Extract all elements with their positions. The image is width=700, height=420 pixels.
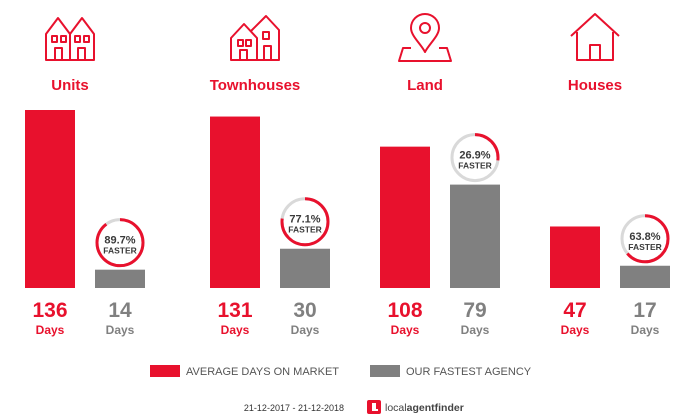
faster-label: FASTER [628, 242, 662, 252]
bar-fastest-agency [450, 184, 500, 288]
units-icon [45, 17, 95, 61]
faster-percent: 89.7% [104, 235, 135, 247]
bar-fastest-agency [280, 248, 330, 288]
category-label: Townhouses [210, 77, 301, 94]
bar-average-days [25, 110, 75, 288]
value-average-days: 108 [387, 299, 422, 322]
faster-label: FASTER [288, 225, 322, 235]
date-range: 21-12-2017 - 21-12-2018 [244, 403, 344, 413]
faster-badge: 77.1%FASTER [280, 197, 330, 247]
faster-ring-progress [95, 218, 145, 268]
faster-percent: 77.1% [289, 214, 320, 226]
footer: 21-12-2017 - 21-12-2018 localagentfinder [244, 400, 464, 414]
value-average-days: 136 [32, 299, 67, 322]
brand-logo-icon [367, 400, 381, 414]
faster-label: FASTER [458, 161, 492, 171]
unit-label-average: Days [221, 323, 250, 337]
faster-badge: 89.7%FASTER [95, 218, 145, 268]
legend-swatch-average [150, 365, 180, 377]
unit-label-fastest: Days [631, 323, 660, 337]
legend: AVERAGE DAYS ON MARKET OUR FASTEST AGENC… [150, 365, 532, 378]
house-icon [570, 13, 620, 61]
value-fastest-agency: 30 [293, 299, 316, 322]
unit-label-average: Days [391, 323, 420, 337]
value-fastest-agency: 14 [108, 299, 132, 322]
plot-area: 136Days14Days89.7%FASTER131Days30Days77.… [25, 110, 670, 337]
value-average-days: 131 [217, 299, 252, 322]
value-average-days: 47 [563, 299, 586, 322]
unit-label-average: Days [36, 323, 65, 337]
unit-label-average: Days [561, 323, 590, 337]
brand-name: localagentfinder [385, 402, 464, 414]
category-label: Land [407, 77, 443, 94]
bar-average-days [210, 116, 260, 288]
bar-fastest-agency [620, 265, 670, 288]
faster-percent: 26.9% [459, 150, 490, 162]
bar-fastest-agency [95, 269, 145, 288]
land-pin-icon [398, 13, 452, 62]
faster-label: FASTER [103, 246, 137, 256]
faster-ring-progress [450, 133, 500, 183]
faster-percent: 63.8% [629, 231, 660, 243]
category-label: Houses [568, 77, 622, 94]
unit-label-fastest: Days [291, 323, 320, 337]
townhouses-icon [230, 15, 280, 61]
faster-badge: 26.9%FASTER [450, 133, 500, 183]
unit-label-fastest: Days [461, 323, 490, 337]
value-fastest-agency: 79 [463, 299, 486, 322]
faster-badge: 63.8%FASTER [620, 214, 670, 264]
category-label: Units [51, 77, 89, 94]
value-fastest-agency: 17 [633, 299, 656, 322]
bar-average-days [380, 146, 430, 288]
category-icons: Units Townhouses Land Houses [45, 13, 622, 94]
bar-average-days [550, 226, 600, 288]
brand-name-prefix: local [385, 402, 407, 414]
unit-label-fastest: Days [106, 323, 135, 337]
legend-label-average: AVERAGE DAYS ON MARKET [186, 366, 339, 378]
legend-label-fastest: OUR FASTEST AGENCY [406, 366, 532, 378]
faster-ring-progress [280, 197, 330, 247]
brand-name-suffix: agentfinder [407, 402, 464, 414]
faster-ring-progress [620, 214, 670, 264]
legend-swatch-fastest [370, 365, 400, 377]
